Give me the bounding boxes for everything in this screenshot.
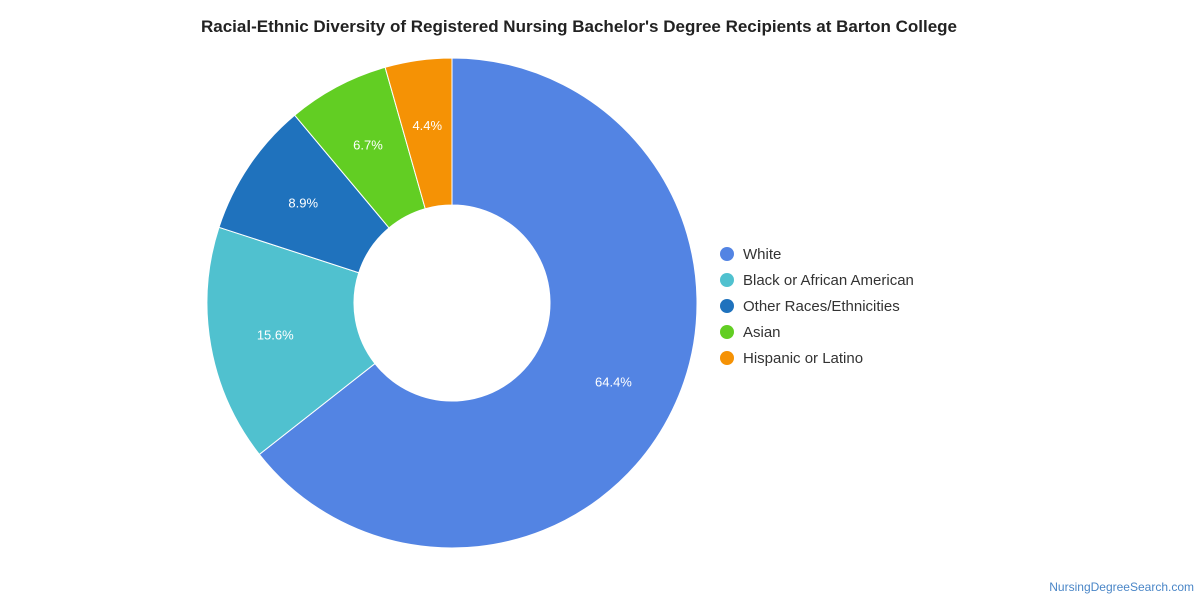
data-label-hispanic-or-latino: 4.4% — [412, 118, 442, 133]
slice-white — [258, 57, 698, 549]
legend-label: Other Races/Ethnicities — [743, 297, 900, 315]
legend-label: Asian — [743, 323, 781, 341]
data-label-white: 64.4% — [595, 374, 632, 389]
legend-item-hispanic-or-latino[interactable]: Hispanic or Latino — [720, 345, 914, 371]
legend-item-white[interactable]: White — [720, 241, 914, 267]
source-link[interactable]: NursingDegreeSearch.com — [1049, 580, 1194, 594]
slice-hispanic-or-latino — [384, 57, 453, 210]
chart-title: Racial-Ethnic Diversity of Registered Nu… — [200, 17, 958, 36]
data-label-other-races-ethnicities: 8.9% — [288, 196, 318, 211]
legend-label: White — [743, 245, 782, 263]
legend-item-asian[interactable]: Asian — [720, 319, 914, 345]
legend-item-other-races-ethnicities[interactable]: Other Races/Ethnicities — [720, 293, 914, 319]
slice-black-or-african-american — [206, 226, 376, 456]
legend-swatch — [720, 325, 734, 339]
legend-swatch — [720, 247, 734, 261]
legend-item-black-or-african-american[interactable]: Black or African American — [720, 267, 914, 293]
data-label-black-or-african-american: 15.6% — [257, 327, 294, 342]
legend-swatch — [720, 299, 734, 313]
chart-legend: White Black or African American Other Race… — [720, 241, 914, 371]
legend-swatch — [720, 351, 734, 365]
legend-swatch — [720, 273, 734, 287]
legend-label: Black or African American — [743, 271, 914, 289]
legend-label: Hispanic or Latino — [743, 349, 864, 367]
data-label-asian: 6.7% — [353, 137, 383, 152]
